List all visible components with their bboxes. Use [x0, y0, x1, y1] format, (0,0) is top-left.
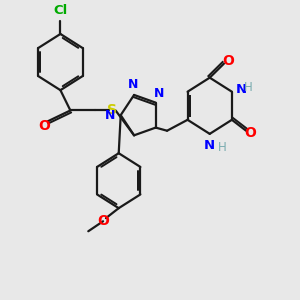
- Text: H: H: [218, 141, 227, 154]
- Text: O: O: [244, 126, 256, 140]
- Text: N: N: [154, 86, 164, 100]
- Text: N: N: [235, 83, 246, 96]
- Text: O: O: [97, 214, 109, 228]
- Text: N: N: [128, 78, 138, 91]
- Text: S: S: [107, 103, 117, 117]
- Text: N: N: [105, 109, 116, 122]
- Text: H: H: [244, 80, 253, 94]
- Text: N: N: [204, 140, 215, 152]
- Text: O: O: [38, 119, 50, 133]
- Text: O: O: [222, 54, 234, 68]
- Text: Cl: Cl: [53, 4, 68, 17]
